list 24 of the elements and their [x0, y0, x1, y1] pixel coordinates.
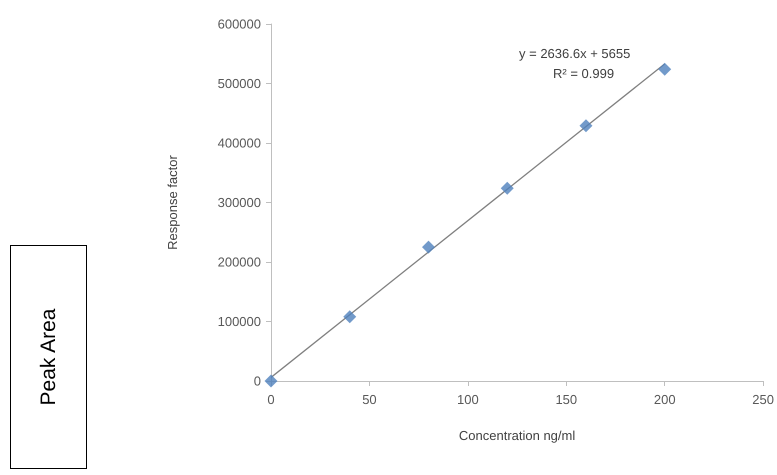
y-tick-label: 100000	[218, 314, 261, 329]
x-tick-label: 250	[752, 392, 774, 407]
y-axis-title: Response factor	[165, 154, 180, 250]
point	[422, 240, 435, 254]
text-box: Peak Area	[10, 245, 87, 469]
point	[579, 119, 592, 132]
y-tick-label: 600000	[218, 16, 261, 32]
x-tick-label: 200	[654, 392, 676, 407]
annotation: y = 2636.6x + 5655	[519, 46, 630, 61]
y-tick-label: 300000	[218, 195, 261, 210]
y-tick-label: 200000	[218, 254, 261, 270]
x-tick-label: 0	[267, 392, 275, 407]
point	[658, 62, 672, 76]
x-axis-title: Concentration ng/ml	[458, 428, 576, 443]
y-tick-label: 400000	[218, 136, 261, 150]
x-tick-label: 150	[555, 392, 578, 407]
point	[264, 374, 278, 388]
y-tick-label: 500000	[218, 76, 261, 91]
point	[343, 310, 356, 324]
annotation: R² = 0.999	[553, 66, 614, 81]
point	[500, 182, 514, 195]
x-tick-label: 50	[362, 392, 377, 407]
x-tick-label: 100	[457, 392, 479, 407]
y-tick-label: 0	[254, 374, 261, 388]
